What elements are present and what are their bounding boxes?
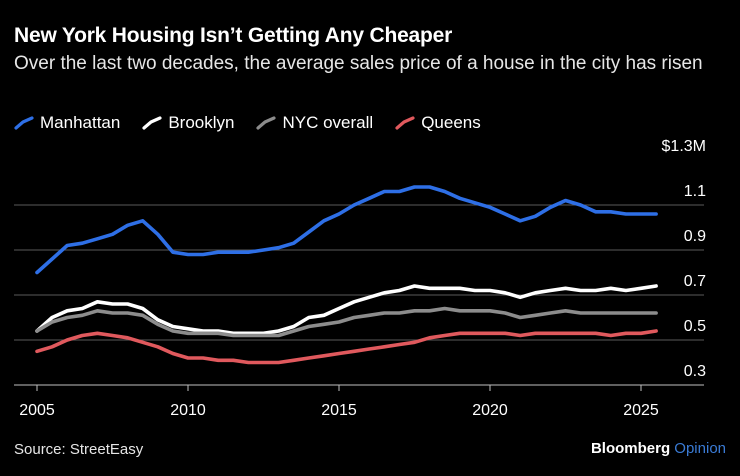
- legend-item-queens: Queens: [395, 113, 481, 133]
- x-tick-label: 2005: [19, 402, 55, 419]
- series-line-queens: [35, 329, 658, 365]
- y-tick-label: 0.7: [684, 273, 706, 290]
- legend-item-brooklyn: Brooklyn: [142, 113, 234, 133]
- brand-suffix: Opinion: [674, 440, 726, 457]
- brand-logo: Bloomberg Opinion: [591, 440, 726, 457]
- brand-name: Bloomberg: [590, 440, 671, 457]
- y-tick-label: 0.3: [684, 363, 706, 380]
- legend-item-manhattan: Manhattan: [14, 113, 120, 133]
- y-tick-label: 1.1: [684, 183, 706, 200]
- legend-swatch-queens-icon: [395, 116, 415, 130]
- legend-label-manhattan: Manhattan: [40, 113, 121, 132]
- x-tick-label: 2010: [170, 402, 206, 419]
- legend-label-queens: Queens: [421, 113, 481, 132]
- x-tick-label: 2025: [623, 402, 659, 419]
- legend-label-nyc-overall: NYC overall: [282, 113, 374, 132]
- series-layer: [35, 185, 658, 365]
- legend: Manhattan Brooklyn NYC overall Queens: [14, 113, 481, 133]
- chart-title: New York Housing Isn’t Getting Any Cheap…: [14, 24, 453, 47]
- series-line-brooklyn: [35, 284, 658, 336]
- legend-swatch-nyc-overall-icon: [256, 116, 277, 130]
- legend-item-nyc-overall: NYC overall: [256, 113, 373, 133]
- y-tick-label: $1.3M: [662, 138, 706, 155]
- legend-label-brooklyn: Brooklyn: [168, 113, 235, 132]
- x-tick-layer: 2005 2010 2015 2020 2025: [19, 385, 659, 419]
- series-line-nyc-overall: [35, 306, 658, 338]
- legend-swatch-manhattan-icon: [14, 116, 34, 130]
- y-tick-label: 0.5: [684, 318, 706, 335]
- chart-subtitle: Over the last two decades, the average s…: [14, 53, 703, 74]
- series-line-manhattan: [35, 185, 658, 275]
- x-tick-label: 2020: [472, 402, 508, 419]
- x-tick-label: 2015: [321, 402, 357, 419]
- source-note: Source: StreetEasy: [14, 441, 144, 458]
- y-tick-label: 0.9: [684, 228, 706, 245]
- grid-layer: [14, 204, 704, 386]
- y-tick-layer: 0.3 0.5 0.7 0.9 1.1 $1.3M: [662, 138, 707, 380]
- legend-swatch-brooklyn-icon: [142, 116, 162, 130]
